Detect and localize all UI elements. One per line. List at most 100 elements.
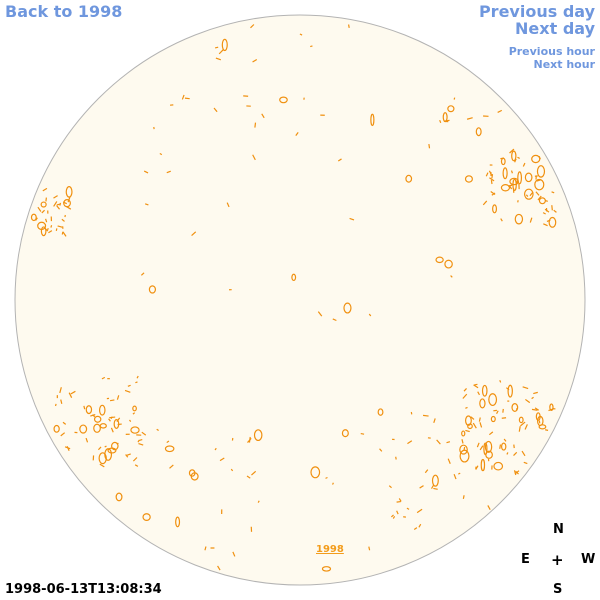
contour-mark [521, 450, 526, 457]
contour-mark [537, 195, 542, 201]
contour-mark [518, 416, 524, 424]
contour-mark [490, 180, 493, 185]
contour-mark [62, 231, 67, 237]
contour-mark [453, 473, 457, 480]
contour-mark [132, 457, 138, 462]
contour-mark [64, 446, 71, 450]
contour-mark [405, 174, 413, 183]
contour-mark [310, 45, 313, 48]
contour-mark [299, 33, 303, 36]
contour-mark [56, 203, 61, 206]
contour-mark [512, 178, 517, 192]
contour-mark [474, 383, 478, 386]
contour-mark [127, 384, 131, 387]
contour-mark [533, 391, 538, 395]
contour-mark [125, 454, 129, 458]
contour-mark [525, 194, 529, 197]
contour-mark [538, 155, 541, 160]
contour-mark [406, 507, 410, 510]
contour-mark [232, 551, 236, 557]
previous-day-link[interactable]: Previous day [478, 2, 595, 21]
contour-mark [57, 225, 63, 228]
contour-mark [477, 391, 480, 396]
contour-mark [148, 285, 157, 294]
contour-mark [45, 218, 48, 223]
contour-mark [70, 390, 76, 395]
contour-mark [368, 313, 372, 317]
contour-mark [214, 46, 219, 49]
contour-mark [523, 188, 534, 200]
contour-mark [217, 565, 221, 571]
contour-mark [41, 209, 46, 214]
contour-mark [104, 448, 113, 461]
next-hour-link[interactable]: Next hour [533, 58, 596, 71]
contour-mark [388, 485, 392, 489]
contour-mark [484, 440, 493, 453]
back-to-year-link[interactable]: Back to 1998 [5, 2, 123, 21]
contour-mark [349, 217, 355, 221]
contour-mark [111, 441, 119, 451]
contour-mark [479, 422, 483, 428]
contour-mark [507, 384, 513, 398]
contour-mark [310, 466, 321, 479]
contour-mark [500, 157, 506, 166]
contour-mark [142, 513, 151, 521]
contour-mark [551, 191, 555, 194]
contour-mark [458, 472, 461, 475]
year-link[interactable]: 1998 [316, 544, 344, 555]
contour-mark [396, 500, 401, 503]
contour-mark [30, 213, 37, 222]
contour-mark [491, 192, 496, 196]
contour-mark [337, 158, 342, 162]
contour-mark [164, 445, 175, 453]
previous-hour-link[interactable]: Previous hour [508, 45, 595, 58]
contour-mark [166, 440, 170, 444]
contour-mark [542, 212, 546, 215]
contour-mark [138, 443, 144, 446]
contour-mark [130, 426, 140, 434]
contour-mark [204, 546, 207, 551]
contour-mark [551, 205, 553, 211]
contour-mark [500, 442, 507, 451]
contour-mark [138, 438, 143, 442]
contour-mark [246, 475, 251, 479]
contour-mark [502, 167, 508, 180]
contour-mark [428, 143, 431, 149]
contour-mark [470, 416, 475, 420]
contour-mark [218, 49, 224, 55]
contour-mark [379, 448, 383, 452]
contour-mark [433, 418, 436, 423]
observation-timestamp: 1998-06-13T13:08:34 [5, 582, 162, 597]
contour-mark [143, 170, 149, 174]
contour-mark [46, 228, 49, 231]
next-day-link[interactable]: Next day [515, 19, 595, 38]
compass-south: S [553, 582, 563, 597]
contour-mark [548, 408, 555, 412]
contour-mark [343, 302, 352, 314]
contour-mark [515, 407, 518, 411]
contour-mark [116, 417, 121, 422]
contour-mark [439, 119, 442, 124]
contour-mark [99, 463, 105, 468]
contour-mark [110, 416, 113, 420]
contour-mark [459, 449, 470, 463]
contour-mark [517, 156, 520, 159]
contour-mark [396, 510, 399, 515]
contour-mark [136, 375, 139, 379]
contour-mark [444, 259, 453, 269]
contour-mark [480, 458, 486, 472]
contour-mark [485, 172, 489, 177]
contour-mark [247, 437, 252, 443]
contour-mark [261, 113, 265, 119]
contour-mark [166, 170, 171, 174]
contour-mark [497, 109, 503, 113]
contour-mark [489, 177, 495, 182]
contour-mark [370, 113, 375, 127]
contour-mark [506, 387, 510, 391]
contour-mark [543, 223, 548, 227]
contour-mark [531, 408, 538, 411]
contour-mark [479, 398, 486, 409]
compass-north: N [553, 522, 564, 537]
compass-east: E [521, 552, 530, 567]
contour-mark [59, 387, 62, 394]
